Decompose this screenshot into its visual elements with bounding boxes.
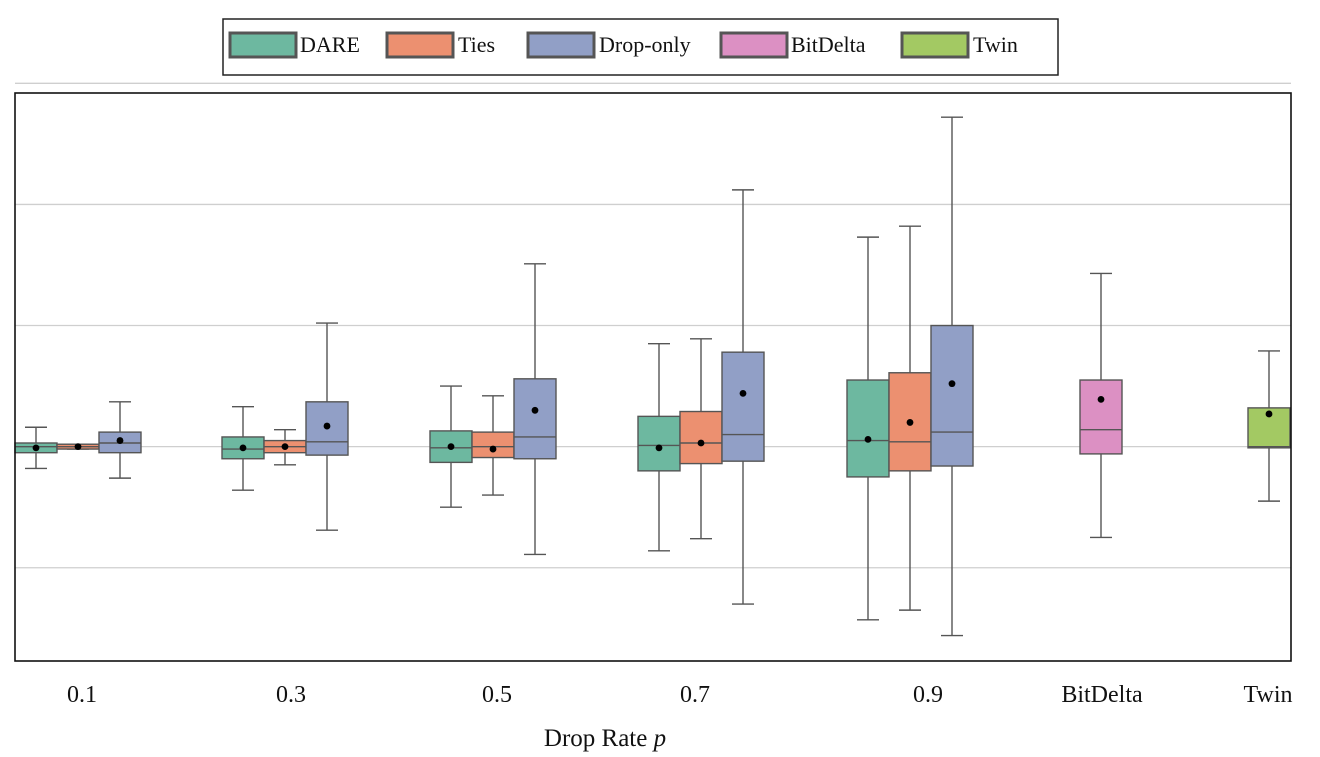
box-bitdelta-bitdelta	[1079, 272, 1123, 539]
gridlines	[15, 82, 1291, 569]
box-dare-0-1	[14, 426, 58, 470]
plot-frame	[14, 92, 1292, 662]
legend-label: DARE	[300, 32, 360, 57]
box-mean-point	[239, 444, 247, 452]
box-mean-point	[447, 443, 455, 451]
legend-swatch	[526, 31, 596, 59]
x-axis-label-text: Drop Rate	[544, 725, 647, 752]
plot-area	[14, 82, 1292, 662]
box-mean-point	[116, 437, 124, 444]
box-drop-only-0-9	[930, 116, 974, 637]
legend-entry-bitdelta: BitDelta	[719, 31, 866, 59]
legend-label: Twin	[973, 32, 1018, 57]
box-mean-point	[281, 443, 289, 451]
box-iqr	[679, 410, 723, 465]
x-axis-label-variable: p	[652, 725, 667, 752]
legend-swatch	[385, 31, 455, 59]
x-tick-label: 0.5	[482, 682, 512, 708]
legend: DARE Ties Drop-only BitDelta Twin	[222, 18, 1059, 76]
x-axis-label: Drop Rate p	[544, 725, 666, 752]
box-mean-point	[32, 444, 40, 452]
boxes	[14, 116, 1291, 637]
x-tick-label: 0.1	[67, 682, 97, 708]
box-drop-only-0-5	[513, 263, 557, 556]
x-tick-label: 0.3	[276, 682, 306, 708]
box-ties-0-5	[471, 395, 515, 496]
legend-swatch	[228, 31, 298, 59]
box-ties-0-1	[56, 443, 100, 451]
x-tick-label: 0.7	[680, 682, 710, 708]
box-mean-point	[1097, 396, 1105, 403]
legend-label: BitDelta	[791, 32, 866, 57]
box-ties-0-9	[888, 225, 932, 611]
box-iqr	[721, 351, 765, 462]
legend-entry-ties: Ties	[385, 31, 495, 59]
box-dare-0-9	[846, 236, 890, 621]
x-tick-label: BitDelta	[1061, 682, 1143, 708]
box-iqr	[513, 378, 557, 460]
box-drop-only-0-1	[98, 401, 142, 479]
box-iqr	[637, 415, 681, 472]
box-mean-point	[655, 444, 663, 452]
box-iqr	[1079, 379, 1123, 455]
box-iqr	[846, 379, 890, 478]
box-dare-0-5	[429, 385, 473, 508]
legend-label: Drop-only	[599, 32, 691, 57]
box-dare-0-7	[637, 342, 681, 552]
box-mean-point	[489, 445, 497, 453]
box-mean-point	[323, 422, 331, 430]
box-drop-only-0-3	[305, 322, 349, 531]
box-mean-point	[697, 439, 705, 447]
x-tick-label: 0.9	[913, 682, 943, 708]
legend-swatch	[900, 31, 970, 59]
box-iqr	[930, 324, 974, 467]
x-tick-labels: 0.1 0.3 0.5 0.7 0.9 BitDelta Twin	[67, 682, 1292, 708]
legend-swatch	[719, 31, 789, 59]
box-ties-0-3	[263, 428, 307, 466]
box-mean-point	[531, 406, 539, 414]
box-twin-twin	[1247, 350, 1291, 502]
box-mean-point	[906, 419, 914, 426]
box-mean-point	[74, 443, 82, 451]
box-dare-0-3	[221, 405, 265, 491]
box-mean-point	[739, 389, 747, 397]
box-mean-point	[864, 435, 872, 443]
legend-label: Ties	[458, 32, 495, 57]
box-iqr	[471, 431, 515, 459]
legend-entry-twin: Twin	[900, 31, 1018, 59]
x-tick-label: Twin	[1244, 682, 1293, 708]
box-mean-point	[1265, 410, 1273, 418]
box-mean-point	[948, 380, 956, 388]
box-ties-0-7	[679, 338, 723, 540]
legend-entry-drop-only: Drop-only	[526, 31, 691, 59]
legend-entry-dare: DARE	[228, 31, 360, 59]
box-drop-only-0-7	[721, 189, 765, 605]
